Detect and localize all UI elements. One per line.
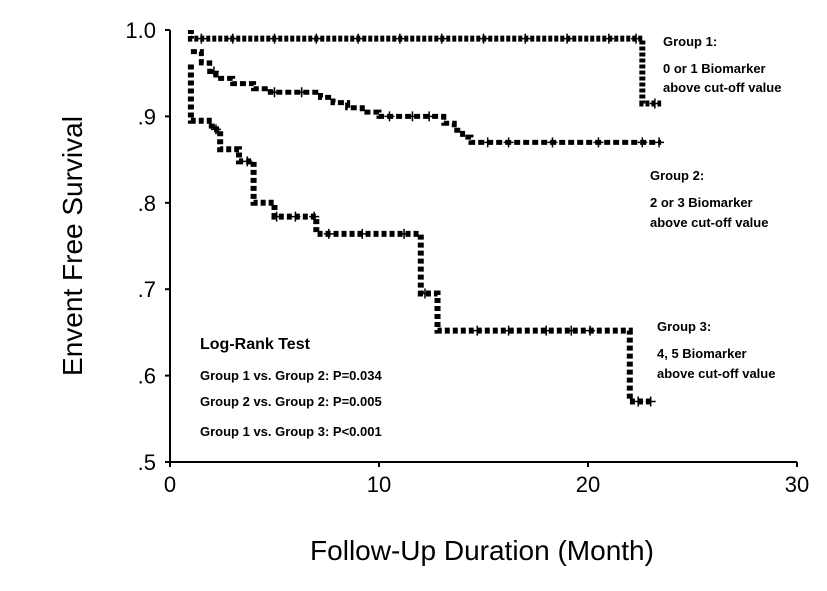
series-3-censor-mark [290, 211, 301, 222]
log-rank-line-3: Group 1 vs. Group 3: P<0.001 [200, 424, 382, 439]
series-3-censor-mark [357, 228, 368, 239]
y-tick-label: .9 [138, 104, 156, 129]
series-2-censor-mark [269, 87, 280, 98]
series-2-censor-mark [547, 137, 558, 148]
y-tick-label: .6 [138, 364, 156, 389]
series-1-censor-mark [436, 33, 447, 44]
group-1-label-3: above cut-off value [663, 80, 781, 95]
series-2-censor-mark [296, 87, 307, 98]
censor-marks [196, 33, 665, 407]
axes [169, 30, 797, 463]
group-2-label-1: Group 2: [650, 168, 704, 183]
series-2-censor-mark [503, 137, 514, 148]
series-3-censor-mark [585, 325, 596, 336]
ticks [165, 29, 798, 467]
x-tick-label: 10 [367, 472, 391, 497]
series-1-censor-mark [311, 33, 322, 44]
series-3-censor-mark [210, 124, 221, 135]
series-1-censor-mark [353, 33, 364, 44]
series-1-censor-mark [649, 98, 660, 109]
series-1-censor-mark [227, 33, 238, 44]
series-2-censor-mark [424, 111, 435, 122]
log-rank-line-2: Group 2 vs. Group 2: P=0.005 [200, 394, 382, 409]
series-1-curve [187, 30, 662, 107]
group-3-label-2: 4, 5 Biomarker [657, 346, 747, 361]
series-2-censor-mark [407, 111, 418, 122]
series-3-censor-mark [472, 325, 483, 336]
group-1-label-1: Group 1: [663, 34, 717, 49]
y-tick-label: .5 [138, 450, 156, 475]
x-axis-title: Follow-Up Duration (Month) [310, 535, 654, 566]
series-3-censor-mark [419, 288, 430, 299]
series-1-censor-mark [562, 33, 573, 44]
series-2-censor-mark [637, 137, 648, 148]
series-2-censor-mark [654, 137, 665, 148]
series-2-censor-mark [384, 111, 395, 122]
group-1-label-2: 0 or 1 Biomarker [663, 61, 766, 76]
x-tick-label: 30 [785, 472, 809, 497]
log-rank-title: Log-Rank Test [200, 336, 311, 353]
y-tick-label: .7 [138, 277, 156, 302]
series-2-censor-mark [482, 137, 493, 148]
series-3-censor-mark [399, 228, 410, 239]
series-3-censor-mark [503, 325, 514, 336]
group-2-label-2: 2 or 3 Biomarker [650, 195, 753, 210]
series-1-censor-mark [520, 33, 531, 44]
y-axis-title: Envent Free Survival [57, 116, 88, 376]
series-1-censor-mark [196, 33, 207, 44]
series-3-censor-mark [271, 211, 282, 222]
series-1-censor-mark [603, 33, 614, 44]
group-3-label-1: Group 3: [657, 319, 711, 334]
series-3-censor-mark [633, 396, 644, 407]
series-3-censor-mark [323, 228, 334, 239]
y-tick-label: .8 [138, 191, 156, 216]
series-3-censor-mark [645, 396, 656, 407]
x-tick-label: 0 [164, 472, 176, 497]
series-1-censor-mark [394, 33, 405, 44]
series-3-censor-mark [566, 325, 577, 336]
group-3-label-3: above cut-off value [657, 366, 775, 381]
series-3-censor-mark [541, 325, 552, 336]
series-3-censor-mark [309, 211, 320, 222]
series-1-censor-mark [631, 33, 642, 44]
log-rank-line-1: Group 1 vs. Group 2: P=0.034 [200, 368, 382, 383]
log-rank-annotation: Log-Rank Test Group 1 vs. Group 2: P=0.0… [200, 336, 382, 439]
x-tick-label: 20 [576, 472, 600, 497]
series-2-censor-mark [593, 137, 604, 148]
series-1-censor-mark [478, 33, 489, 44]
series-3-censor-mark [242, 156, 253, 167]
y-tick-label: 1.0 [125, 18, 156, 43]
group-labels: Group 1: 0 or 1 Biomarker above cut-off … [650, 34, 781, 381]
series-1-censor-mark [269, 33, 280, 44]
tick-labels: 0 10 20 30 .5 .6 .7 .8 .9 1.0 [125, 18, 809, 497]
series-2-censor-mark [208, 66, 219, 77]
series-2-curve [190, 49, 662, 145]
group-2-label-3: above cut-off value [650, 215, 768, 230]
